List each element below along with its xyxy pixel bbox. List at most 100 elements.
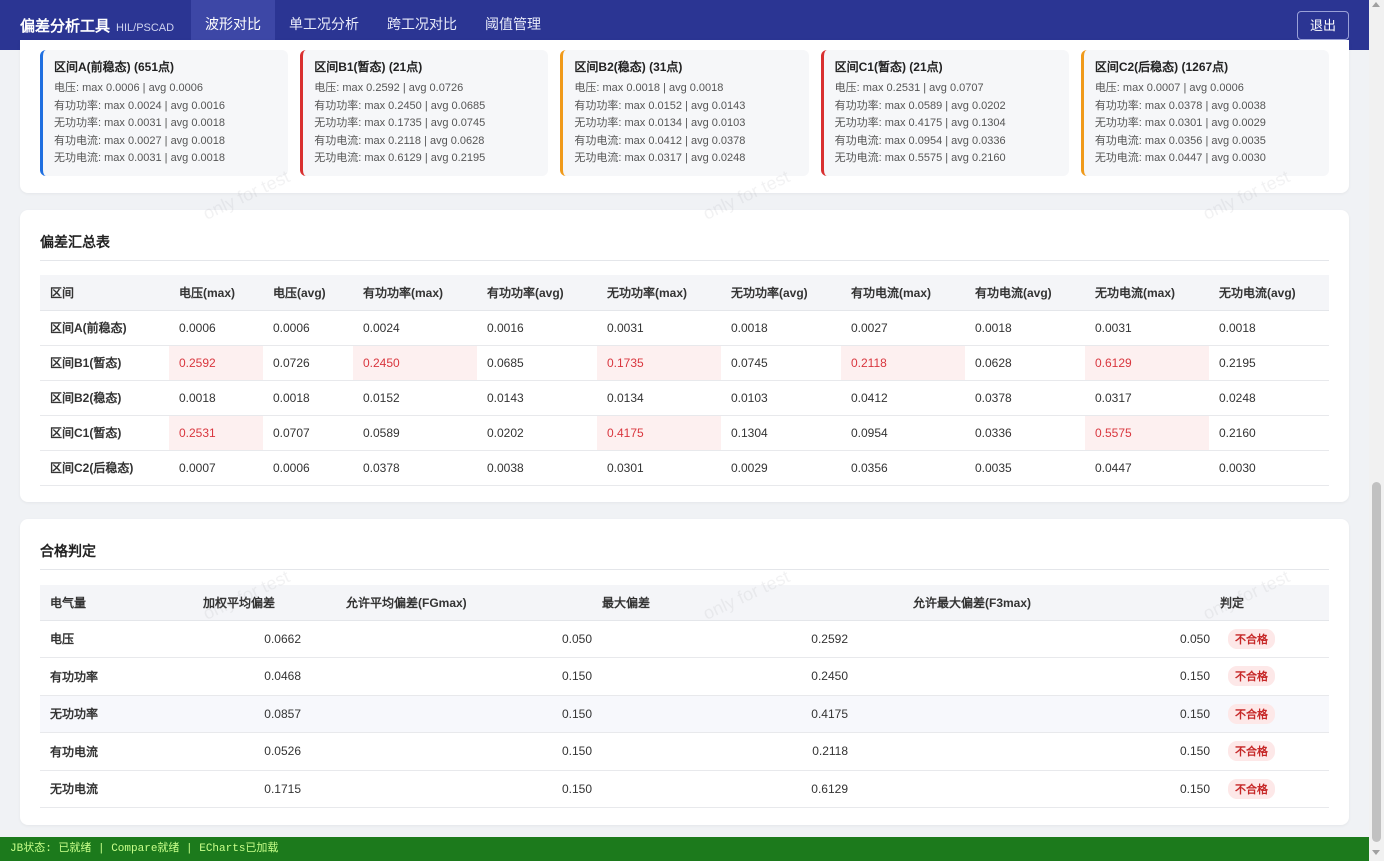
interval-stat-line: 有功电流: max 0.2118 | avg 0.0628 <box>314 134 485 147</box>
allowed-max-deviation: 0.150 <box>903 695 1210 733</box>
scroll-down-arrow-icon[interactable] <box>1372 850 1380 855</box>
row-label: 区间C2(后稳态) <box>40 450 169 486</box>
weighted-avg-deviation: 0.0857 <box>193 695 336 733</box>
quantity-name: 无功电流 <box>40 770 193 808</box>
allowed-avg-deviation: 0.150 <box>336 657 592 696</box>
interval-stat-line: 电压: max 0.2531 | avg 0.0707 <box>834 82 984 94</box>
allowed-avg-deviation: 0.050 <box>336 620 592 658</box>
interval-stat-line: 无功电流: max 0.0031 | avg 0.0018 <box>54 152 225 164</box>
verdict-cell: 不合格 <box>1210 657 1329 696</box>
table-cell: 0.2195 <box>1209 345 1329 381</box>
allowed-max-deviation: 0.150 <box>903 770 1210 808</box>
allowed-max-deviation: 0.050 <box>903 620 1210 658</box>
table-cell: 0.0202 <box>477 415 597 451</box>
logout-button[interactable]: 退出 <box>1296 11 1349 40</box>
interval-stat-line: 有功功率: max 0.0378 | avg 0.0038 <box>1094 99 1266 112</box>
status-badge: 不合格 <box>1228 741 1275 762</box>
weighted-avg-deviation: 0.0662 <box>193 620 336 658</box>
table-cell: 0.5575 <box>1085 415 1209 451</box>
quantity-name: 有功功率 <box>40 657 193 696</box>
table-cell: 0.0018 <box>721 310 841 346</box>
table-cell: 0.6129 <box>1085 345 1209 381</box>
interval-title: 区间A(前稳态) (651点) <box>54 60 175 74</box>
table-cell: 0.0378 <box>353 450 477 486</box>
table-cell: 0.0248 <box>1209 380 1329 416</box>
max-deviation: 0.2592 <box>592 620 903 658</box>
table-cell: 0.2160 <box>1209 415 1329 451</box>
row-label: 区间A(前稳态) <box>40 310 169 346</box>
interval-stat-line: 电压: max 0.2592 | avg 0.0726 <box>314 82 464 94</box>
table-cell: 0.0018 <box>169 380 263 416</box>
column-header: 无功功率(avg) <box>721 275 841 311</box>
table-row: 无功功率 0.0857 0.150 0.4175 0.150 不合格 <box>40 695 1329 733</box>
row-label: 区间B1(暂态) <box>40 345 169 381</box>
status-badge: 不合格 <box>1228 628 1275 649</box>
table-cell: 0.0038 <box>477 450 597 486</box>
pass-title: 合格判定 <box>40 543 96 559</box>
table-cell: 0.0954 <box>841 415 965 451</box>
interval-stat-line: 无功功率: max 0.0134 | avg 0.0103 <box>574 117 746 129</box>
table-cell: 0.0152 <box>353 380 477 416</box>
table-cell: 0.0006 <box>169 310 263 346</box>
column-header: 最大偏差 <box>592 585 903 621</box>
table-cell: 0.2531 <box>169 415 263 451</box>
main-tabs: 波形对比 单工况分析 跨工况对比 阈值管理 <box>191 0 555 50</box>
status-bar: JB状态: 已就绪 | Compare就绪 | ECharts已加载 <box>0 837 1369 861</box>
tab-cross-case[interactable]: 跨工况对比 <box>387 16 457 32</box>
table-row: 无功电流 0.1715 0.150 0.6129 0.150 不合格 <box>40 770 1329 808</box>
interval-card: 区间B2(稳态) (31点) 电压: max 0.0018 | avg 0.001… <box>560 50 809 176</box>
table-cell: 0.4175 <box>597 415 721 451</box>
scroll-up-arrow-icon[interactable] <box>1372 2 1380 7</box>
table-cell: 0.0006 <box>263 450 353 486</box>
row-label: 区间C1(暂态) <box>40 415 169 451</box>
table-cell: 0.1735 <box>597 345 721 381</box>
table-cell: 0.0031 <box>597 310 721 346</box>
verdict-cell: 不合格 <box>1210 620 1329 658</box>
interval-title: 区间C2(后稳态) (1267点) <box>1094 60 1229 74</box>
scrollbar[interactable] <box>1369 0 1384 861</box>
status-badge: 不合格 <box>1228 778 1275 799</box>
table-row: 区间A(前稳态) 0.0006 0.0006 0.0024 0.0016 0.0031 0.… <box>40 310 1329 346</box>
summary-header-row: 区间 电压(max) 电压(avg) 有功功率(max) 有功功率(avg) 无功功率(m… <box>40 275 1329 311</box>
table-cell: 0.0356 <box>841 450 965 486</box>
max-deviation: 0.6129 <box>592 770 903 808</box>
status-badge: 不合格 <box>1228 666 1275 687</box>
table-cell: 0.0030 <box>1209 450 1329 486</box>
interval-stat-line: 无功功率: max 0.0301 | avg 0.0029 <box>1094 117 1266 129</box>
interval-stat-line: 无功功率: max 0.4175 | avg 0.1304 <box>834 117 1006 129</box>
table-cell: 0.0134 <box>597 380 721 416</box>
tab-threshold[interactable]: 阈值管理 <box>485 16 541 32</box>
table-cell: 0.1304 <box>721 415 841 451</box>
table-cell: 0.0412 <box>841 380 965 416</box>
column-header: 电压(max) <box>169 275 263 311</box>
max-deviation: 0.2450 <box>592 657 903 696</box>
max-deviation: 0.2118 <box>592 732 903 771</box>
status-badge: 不合格 <box>1228 703 1275 724</box>
interval-stat-line: 有功功率: max 0.0024 | avg 0.0016 <box>54 99 225 112</box>
table-cell: 0.0035 <box>965 450 1085 486</box>
quantity-name: 有功电流 <box>40 732 193 771</box>
interval-stats-card: 区间A(前稳态) (651点) 电压: max 0.0006 | avg 0.00… <box>20 40 1349 193</box>
max-deviation: 0.4175 <box>592 695 903 733</box>
scrollbar-thumb[interactable] <box>1372 482 1381 842</box>
table-row: 区间B1(暂态) 0.2592 0.0726 0.2450 0.0685 0.1735 0.… <box>40 345 1329 381</box>
interval-stat-line: 有功电流: max 0.0356 | avg 0.0035 <box>1094 134 1266 147</box>
interval-title: 区间B2(稳态) (31点) <box>574 60 683 74</box>
table-row: 有功电流 0.0526 0.150 0.2118 0.150 不合格 <box>40 732 1329 771</box>
table-cell: 0.0628 <box>965 345 1085 381</box>
interval-title: 区间C1(暂态) (21点) <box>834 60 943 74</box>
tab-single-case[interactable]: 单工况分析 <box>289 16 359 32</box>
table-cell: 0.0301 <box>597 450 721 486</box>
allowed-avg-deviation: 0.150 <box>336 695 592 733</box>
table-row: 有功功率 0.0468 0.150 0.2450 0.150 不合格 <box>40 657 1329 696</box>
column-header: 有功功率(avg) <box>477 275 597 311</box>
row-label: 区间B2(稳态) <box>40 380 169 416</box>
pass-table: 电气量 加权平均偏差 允许平均偏差(FGmax) 最大偏差 允许最大偏差(F3max) 判… <box>40 585 1329 808</box>
table-cell: 0.0007 <box>169 450 263 486</box>
interval-stat-line: 电压: max 0.0006 | avg 0.0006 <box>54 82 203 94</box>
quantity-name: 电压 <box>40 620 193 658</box>
interval-stat-line: 无功电流: max 0.0447 | avg 0.0030 <box>1094 152 1266 164</box>
column-header: 判定 <box>1210 585 1329 621</box>
table-row: 电压 0.0662 0.050 0.2592 0.050 不合格 <box>40 620 1329 658</box>
table-cell: 0.0018 <box>965 310 1085 346</box>
